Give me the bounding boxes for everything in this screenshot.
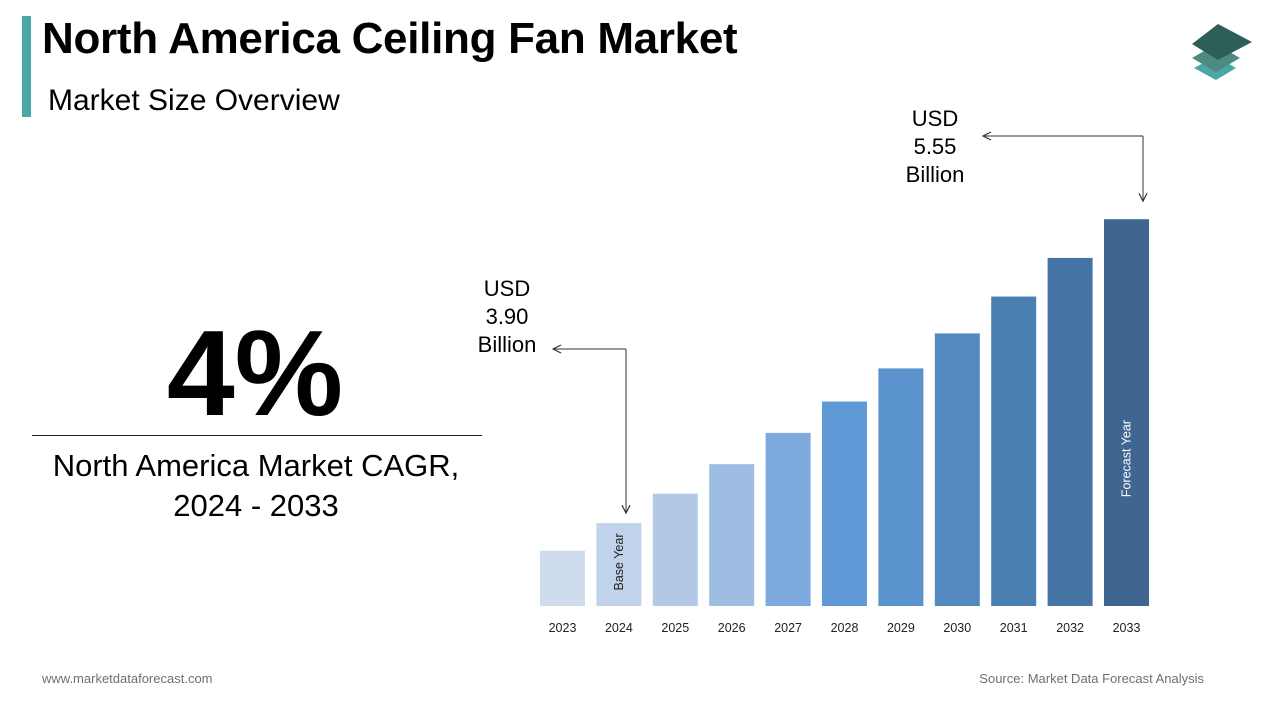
x-tick-label: 2025 [661, 621, 689, 635]
bar-2023 [540, 550, 585, 606]
bar-annotation-2024: Base Year [612, 534, 626, 591]
footer-source: Source: Market Data Forecast Analysis [979, 671, 1204, 686]
cagr-label-line1: North America Market CAGR, [52, 448, 460, 483]
x-tick-label: 2023 [549, 621, 577, 635]
x-tick-label: 2024 [605, 621, 633, 635]
bar-2032 [1047, 257, 1093, 606]
x-tick-label: 2026 [718, 621, 746, 635]
callout-base-unit: Billion [477, 332, 537, 357]
x-tick-label: 2029 [887, 621, 915, 635]
bar-2026 [709, 464, 755, 606]
page-title: North America Ceiling Fan Market [42, 14, 738, 63]
callout-base-currency: USD [483, 276, 531, 301]
x-tick-label: 2028 [831, 621, 859, 635]
x-tick-label: 2030 [943, 621, 971, 635]
bar-2025 [652, 493, 698, 606]
company-logo [1192, 24, 1252, 80]
callout-forecast-value: USD 5.55 Billion [890, 105, 980, 189]
callout-forecast-amount: 5.55 [913, 134, 957, 159]
footer-website[interactable]: www.marketdataforecast.com [42, 671, 213, 686]
bar-2024 [596, 523, 642, 606]
x-tick-label: 2027 [774, 621, 802, 635]
callout-base-value: USD 3.90 Billion [462, 275, 552, 359]
cagr-label-line2: 2024 - 2033 [173, 488, 339, 523]
x-tick-label: 2033 [1113, 621, 1141, 635]
logo-layer-top [1192, 24, 1252, 60]
title-accent-bar [22, 16, 31, 117]
callout-forecast-unit: Billion [905, 162, 965, 187]
bar-2030 [934, 333, 980, 606]
callout-forecast-currency: USD [911, 106, 959, 131]
x-tick-label: 2032 [1056, 621, 1084, 635]
bar-2028 [822, 401, 867, 606]
x-tick-label: 2031 [1000, 621, 1028, 635]
bar-2029 [878, 368, 924, 606]
bar-2027 [765, 432, 811, 606]
page-subtitle: Market Size Overview [48, 84, 340, 117]
cagr-value: 4% [166, 305, 344, 441]
base-callout-connector [553, 348, 627, 512]
callout-base-amount: 3.90 [485, 304, 529, 329]
bar-annotation-2033: Forecast Year [1120, 420, 1134, 497]
bar-2031 [991, 296, 1037, 606]
bar-2033 [1104, 219, 1149, 607]
cagr-divider [32, 435, 482, 436]
cagr-label: North America Market CAGR, 2024 - 2033 [18, 446, 494, 526]
